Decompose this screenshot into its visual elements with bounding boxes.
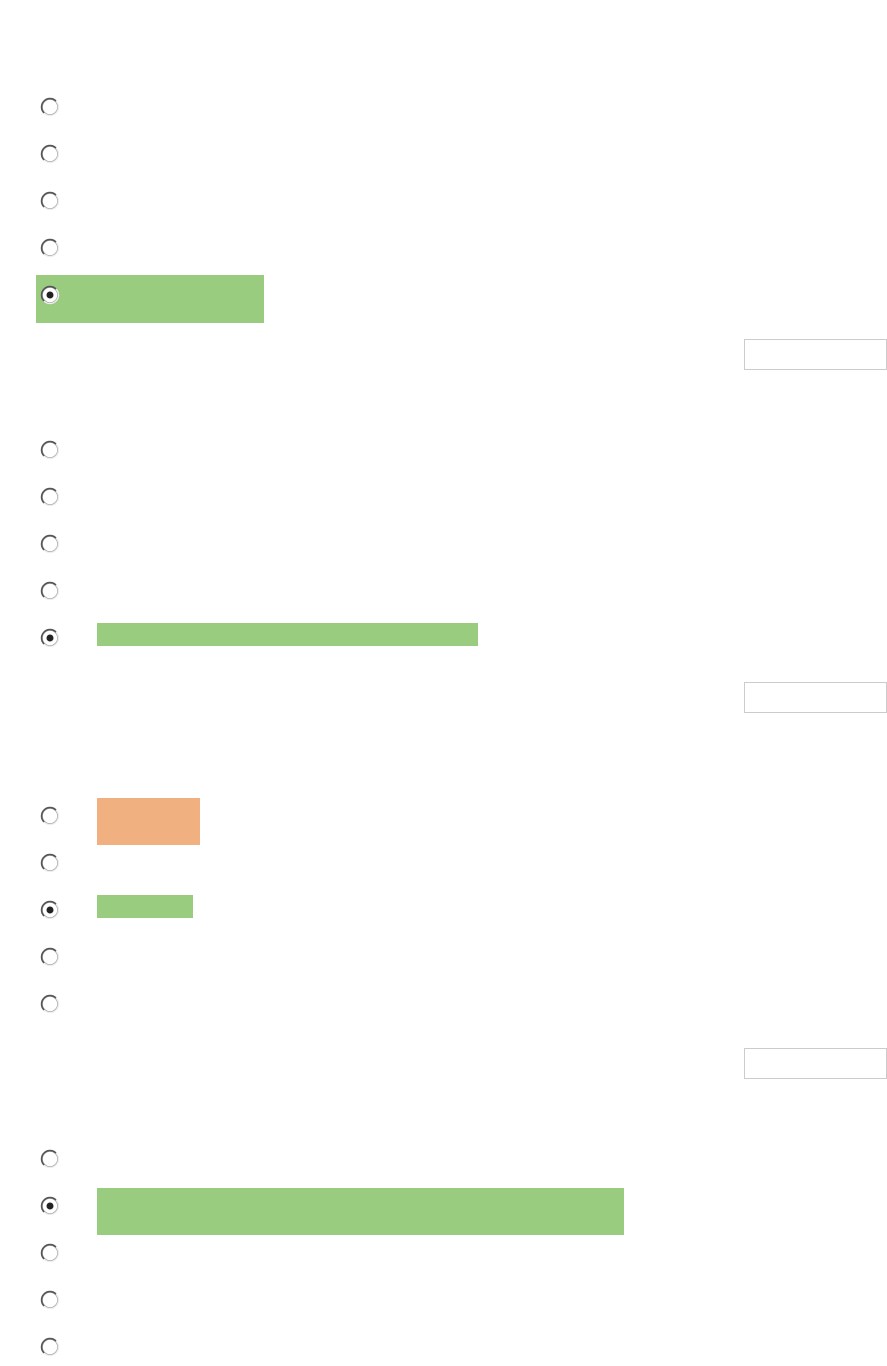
radio-option-q2-0[interactable] [40,440,60,460]
radio-option-q1-2[interactable] [40,191,60,211]
radio-option-q3-0[interactable] [40,806,60,826]
answer-input-q3[interactable] [744,1048,887,1079]
radio-option-q3-3[interactable] [40,947,60,967]
radio-option-q4-2[interactable] [40,1243,60,1263]
radio-option-q2-3[interactable] [40,581,60,601]
radio-option-q3-1[interactable] [40,853,60,873]
radio-option-q3-4[interactable] [40,994,60,1014]
correct-highlight [97,623,478,646]
selected-highlight [97,798,200,845]
radio-option-q2-1[interactable] [40,487,60,507]
radio-option-q4-1[interactable] [40,1196,60,1216]
radio-option-q3-2[interactable] [40,900,60,920]
radio-option-q2-4[interactable] [40,628,60,648]
radio-option-q2-2[interactable] [40,534,60,554]
answer-input-q1[interactable] [744,339,887,370]
correct-highlight [97,895,193,918]
radio-option-q1-0[interactable] [40,97,60,117]
radio-option-q1-4[interactable] [40,285,60,305]
radio-option-q4-3[interactable] [40,1290,60,1310]
answer-input-q2[interactable] [744,682,887,713]
radio-option-q1-1[interactable] [40,144,60,164]
correct-highlight [97,1188,624,1235]
radio-option-q4-4[interactable] [40,1337,60,1357]
radio-option-q4-0[interactable] [40,1149,60,1169]
radio-option-q1-3[interactable] [40,238,60,258]
